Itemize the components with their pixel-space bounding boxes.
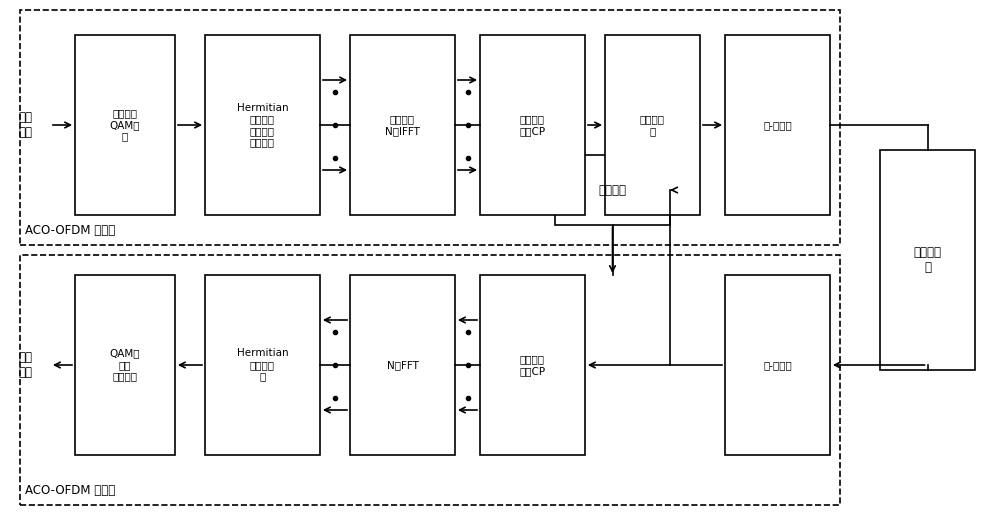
Text: ACO-OFDM 发送端: ACO-OFDM 发送端	[25, 224, 115, 237]
Text: 电-光转换: 电-光转换	[763, 120, 792, 130]
Text: ACO-OFDM 接收端: ACO-OFDM 接收端	[25, 484, 115, 497]
Text: 串并转换
减去CP: 串并转换 减去CP	[519, 354, 546, 376]
Text: 数据
输出: 数据 输出	[18, 351, 32, 379]
Bar	[350, 35, 455, 215]
Bar	[605, 35, 700, 215]
Bar	[880, 150, 975, 370]
Text: 串并转换
QAM映
射: 串并转换 QAM映 射	[110, 108, 140, 141]
Text: Hermitian
对称逆处
理: Hermitian 对称逆处 理	[237, 348, 288, 382]
Bar	[20, 255, 840, 505]
Bar	[75, 35, 175, 215]
Bar	[555, 155, 670, 225]
Text: 数据
输入: 数据 输入	[18, 111, 32, 139]
Bar	[725, 275, 830, 455]
Bar	[480, 275, 585, 455]
Bar	[205, 35, 320, 215]
Text: QAM逆
映射
并串转换: QAM逆 映射 并串转换	[110, 348, 140, 382]
Text: 光-电转换: 光-电转换	[763, 360, 792, 370]
Text: Hermitian
对称处理
分配到奇
数子载波: Hermitian 对称处理 分配到奇 数子载波	[237, 102, 288, 147]
Bar	[75, 275, 175, 455]
Bar	[480, 35, 585, 215]
Text: 无线光信
道: 无线光信 道	[914, 246, 942, 274]
Bar	[205, 275, 320, 455]
Bar	[725, 35, 830, 215]
Bar	[20, 10, 840, 245]
Text: 并串转换
加入CP: 并串转换 加入CP	[519, 114, 546, 136]
Text: 插入导频
N点IFFT: 插入导频 N点IFFT	[385, 114, 420, 136]
Text: 非对称限
幅: 非对称限 幅	[640, 114, 665, 136]
Text: 信道估计: 信道估计	[598, 184, 626, 197]
Text: N点FFT: N点FFT	[387, 360, 418, 370]
Bar	[350, 275, 455, 455]
